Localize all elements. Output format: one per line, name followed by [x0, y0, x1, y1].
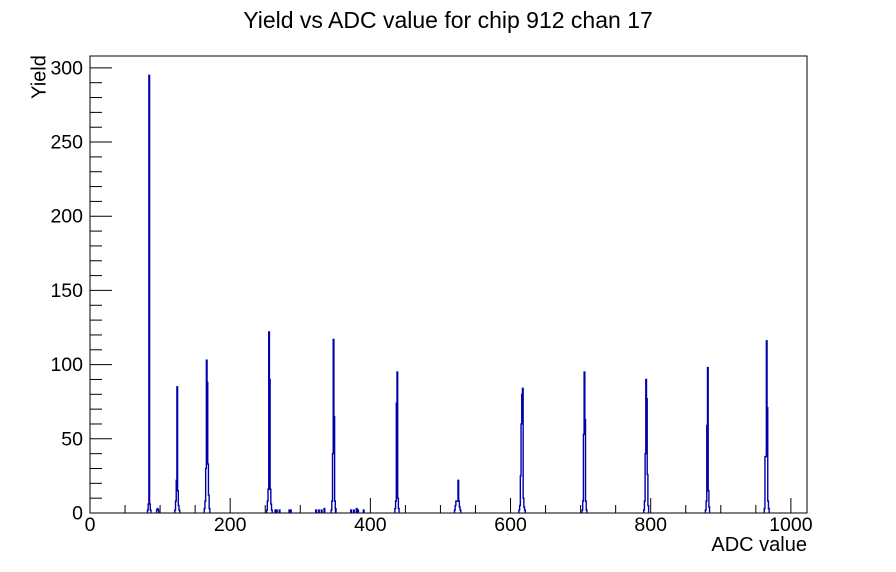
- histogram-series: [278, 509, 281, 513]
- chart-title: Yield vs ADC value for chip 912 chan 17: [243, 7, 653, 33]
- x-axis-title: ADC value: [711, 534, 807, 556]
- y-tick-label: 150: [50, 280, 83, 302]
- histogram-series: [265, 331, 273, 513]
- histogram-series: [317, 509, 320, 513]
- histogram-series: [330, 338, 337, 513]
- x-tick-label: 0: [85, 514, 96, 536]
- y-tick-label: 300: [50, 57, 83, 79]
- y-tick-label: 0: [72, 503, 83, 525]
- x-tick-label: 800: [634, 514, 667, 536]
- histogram-series: [357, 509, 360, 513]
- histogram-series: [643, 378, 650, 513]
- histogram-series: [274, 509, 277, 513]
- histogram-series: [288, 509, 291, 513]
- y-tick-label: 100: [50, 354, 83, 376]
- x-tick-label: 400: [354, 514, 387, 536]
- histogram-series: [323, 507, 326, 513]
- histogram-series: [289, 509, 292, 513]
- histogram-series: [704, 366, 711, 513]
- histogram-series: [314, 509, 318, 513]
- histogram-series: [155, 507, 160, 513]
- histogram-series: [518, 387, 526, 513]
- histogram-series: [174, 386, 181, 513]
- histogram-series: [355, 507, 358, 513]
- histogram-series: [146, 74, 152, 513]
- histogram-series: [275, 509, 278, 513]
- histogram-series: [203, 359, 211, 513]
- histogram-series: [320, 509, 323, 513]
- x-tick-label: 200: [214, 514, 247, 536]
- histogram-series: [763, 340, 770, 513]
- y-tick-label: 200: [50, 206, 83, 228]
- histogram-series: [453, 479, 462, 513]
- histogram-series: [581, 371, 588, 513]
- x-tick-label: 600: [494, 514, 527, 536]
- plot-frame: [89, 55, 808, 514]
- x-tick-label: 1000: [769, 514, 813, 536]
- histogram-series: [362, 509, 365, 513]
- histogram-series: [350, 509, 353, 513]
- histogram-series: [394, 371, 400, 513]
- y-tick-label: 250: [50, 132, 83, 154]
- y-tick-label: 50: [61, 428, 83, 450]
- histogram-series: [352, 509, 355, 513]
